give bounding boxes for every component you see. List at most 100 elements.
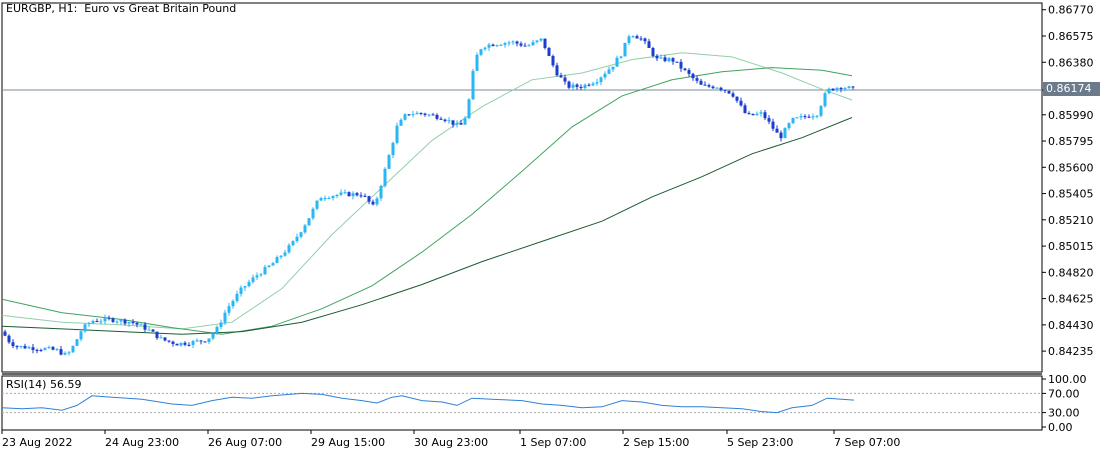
candle-body xyxy=(451,120,455,125)
candle-body xyxy=(175,343,179,346)
candle-body xyxy=(79,331,83,340)
candle-body xyxy=(139,324,143,326)
candle-body xyxy=(479,49,483,55)
price-tick-label: 0.86770 xyxy=(1048,4,1094,17)
candle-body xyxy=(579,86,583,89)
candle-body xyxy=(315,200,319,209)
chart-title: EURGBP, H1: Euro vs Great Britain Pound xyxy=(6,2,237,15)
candle-body xyxy=(543,38,547,48)
candle-body xyxy=(403,114,407,120)
candle-body xyxy=(3,331,7,336)
candle-body xyxy=(787,123,791,129)
candle-body xyxy=(739,100,743,106)
candle-body xyxy=(11,342,15,347)
candle-body xyxy=(415,112,419,115)
candle-body xyxy=(71,345,75,353)
rsi-tick-label: 100.00 xyxy=(1048,373,1087,386)
candle-body xyxy=(831,88,835,91)
candle-body xyxy=(151,329,155,332)
candle-body xyxy=(527,45,531,47)
candle-body xyxy=(83,324,87,332)
candle-body xyxy=(7,335,11,343)
candle-body xyxy=(695,78,699,81)
candle-body xyxy=(743,105,747,114)
candle-body xyxy=(659,57,663,59)
candle-body xyxy=(707,85,711,87)
candle-body xyxy=(355,193,359,196)
candle-body xyxy=(27,347,31,349)
candle-body xyxy=(351,193,355,197)
main-panel-frame xyxy=(1,2,1043,373)
candle-body xyxy=(399,119,403,126)
candle-body xyxy=(203,341,207,343)
candle-body xyxy=(583,84,587,89)
candle-body xyxy=(535,40,539,43)
candle-body xyxy=(15,346,19,348)
candle-body xyxy=(255,275,259,278)
candle-body xyxy=(791,117,795,124)
candle-body xyxy=(307,218,311,226)
candle-body xyxy=(167,340,171,342)
candle-body xyxy=(663,57,667,62)
candle-body xyxy=(143,324,147,330)
candle-body xyxy=(595,82,599,84)
candle-body xyxy=(827,88,831,94)
candle-body xyxy=(35,349,39,351)
candle-body xyxy=(387,155,391,169)
price-tick-label: 0.85405 xyxy=(1048,188,1094,201)
candle-body xyxy=(179,342,183,346)
candle-body xyxy=(447,120,451,122)
rsi-panel-frame xyxy=(1,375,1043,431)
candle-body xyxy=(763,112,767,119)
candle-body xyxy=(655,55,659,59)
candle-body xyxy=(755,113,759,116)
candle-body xyxy=(619,56,623,58)
candle-body xyxy=(639,38,643,40)
candle-body xyxy=(603,73,607,78)
candle-body xyxy=(459,122,463,125)
candle-body xyxy=(563,77,567,82)
price-tick-label: 0.85210 xyxy=(1048,214,1094,227)
candle-body xyxy=(431,114,435,116)
candle-body xyxy=(155,331,159,339)
candle-body xyxy=(751,113,755,116)
candle-body xyxy=(851,86,855,88)
candle-body xyxy=(43,348,47,351)
candle-body xyxy=(287,245,291,253)
candle-body xyxy=(395,125,399,143)
candle-body xyxy=(807,116,811,118)
rsi-tick-label: 30.00 xyxy=(1048,407,1080,420)
candle-body xyxy=(291,240,295,246)
candle-body xyxy=(347,192,351,197)
candle-body xyxy=(631,36,635,38)
candle-body xyxy=(783,128,787,139)
candle-body xyxy=(719,87,723,90)
candle-body xyxy=(219,322,223,327)
candle-body xyxy=(279,255,283,258)
candle-body xyxy=(367,196,371,202)
price-tick-label: 0.84235 xyxy=(1048,345,1094,358)
candle-body xyxy=(443,119,447,121)
candle-body xyxy=(723,89,727,91)
candle-body xyxy=(747,113,751,115)
candle-body xyxy=(99,321,103,323)
candle-body xyxy=(835,87,839,91)
candle-body xyxy=(715,87,719,89)
candle-body xyxy=(567,81,571,88)
candle-body xyxy=(391,142,395,156)
candle-body xyxy=(91,320,95,324)
candle-body xyxy=(839,87,843,90)
candle-body xyxy=(39,349,43,351)
candle-body xyxy=(667,58,671,62)
candle-body xyxy=(327,198,331,200)
candle-body xyxy=(119,319,123,322)
price-tick-label: 0.85990 xyxy=(1048,109,1094,122)
candle-body xyxy=(23,346,27,349)
moving-average-line xyxy=(1,52,853,330)
candle-body xyxy=(51,347,55,350)
candle-body xyxy=(147,329,151,331)
candle-body xyxy=(487,44,491,48)
candle-body xyxy=(339,192,343,195)
candle-body xyxy=(699,80,703,85)
rsi-title: RSI(14) 56.59 xyxy=(6,378,82,391)
